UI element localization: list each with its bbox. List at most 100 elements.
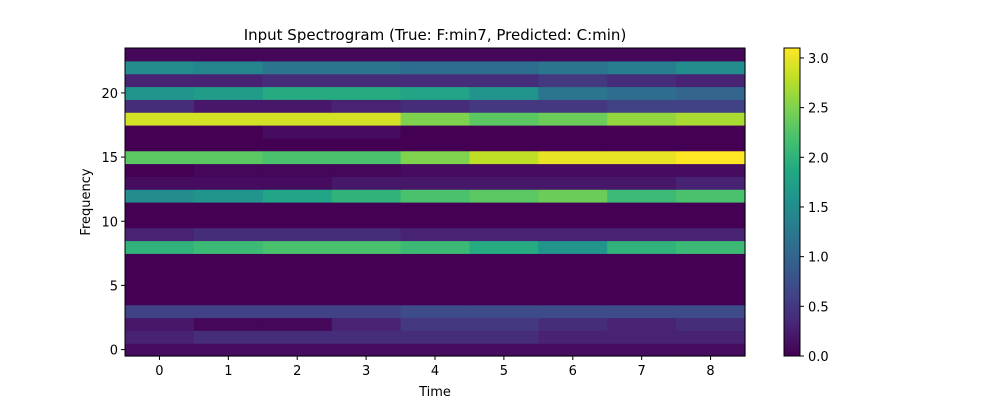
heatmap-cell [331,240,402,254]
heatmap-cell [400,73,471,88]
heatmap-cell [676,48,746,62]
heatmap-cell [400,343,471,357]
heatmap-cell [538,163,608,177]
heatmap-cell [469,304,539,319]
heatmap-cell [331,304,402,319]
heatmap-cell [125,214,195,229]
heatmap-cell [607,291,677,306]
heatmap-cell [538,227,608,242]
heatmap-cell [331,189,402,203]
heatmap-cell [125,176,195,190]
heatmap-cell [193,291,264,306]
x-tick-label: 2 [293,364,301,379]
heatmap-cell [400,176,471,190]
heatmap-cell [469,317,539,331]
heatmap-cell [125,291,195,306]
heatmap-cell [125,112,195,126]
heatmap-cell [262,176,333,190]
heatmap-cell [262,86,333,100]
heatmap-cell [400,214,471,229]
colorbar-tick-label: 1.0 [808,251,829,266]
heatmap-cell [676,240,746,254]
heatmap-cell [538,60,608,75]
heatmap-cell [400,317,471,331]
heatmap-cell [676,266,746,280]
heatmap-cell [469,291,539,306]
x-tick-label: 0 [155,364,163,379]
heatmap-cell [125,86,195,100]
heatmap-cell [469,189,539,203]
heatmap-cell [607,86,677,100]
heatmap-cell [607,48,677,62]
heatmap-cell [607,99,677,113]
heatmap-cell [262,48,333,62]
heatmap-cell [331,73,402,88]
heatmap-cell [331,317,402,331]
heatmap-cell [125,125,195,139]
heatmap-cell [193,330,264,344]
heatmap-cell [125,60,195,75]
heatmap-cell [676,202,746,216]
heatmap-cell [193,48,264,62]
colorbar-axis: 0.0 0.5 1.0 1.5 2.0 2.5 3.0 [800,52,829,365]
heatmap-cell [538,202,608,216]
heatmap-cell [400,48,471,62]
y-tick-label: 0 [110,344,118,359]
heatmap-cell [469,240,539,254]
heatmap-cell [331,125,402,139]
heatmap-cell [262,253,333,267]
heatmap-cell [125,99,195,113]
heatmap-cell [193,137,264,152]
heatmap-cell [538,150,608,165]
heatmap-cell [400,279,471,293]
heatmap-cell [331,330,402,344]
heatmap-cell [538,176,608,190]
heatmap-cell [400,291,471,306]
heatmap-cell [193,304,264,319]
x-axis: 0 1 2 3 4 5 6 7 8 [155,356,715,379]
heatmap-cell [125,253,195,267]
heatmap-cell [262,240,333,254]
heatmap-cell [676,214,746,229]
heatmap-cell [193,99,264,113]
heatmap-cell [331,253,402,267]
heatmap-cell [331,227,402,242]
colorbar-tick-label: 2.5 [808,102,829,117]
heatmap-cell [676,279,746,293]
heatmap-cell [400,150,471,165]
heatmap-cell [469,86,539,100]
heatmap-cell [607,163,677,177]
heatmap-cell [538,279,608,293]
heatmap-cell [607,279,677,293]
heatmap-cell [676,60,746,75]
heatmap-cell [676,253,746,267]
heatmap-cell [607,137,677,152]
heatmap-cell [125,317,195,331]
heatmap-cell [607,343,677,357]
heatmap-cell [538,189,608,203]
x-tick-label: 6 [569,364,577,379]
heatmap-cell [400,330,471,344]
heatmap-cell [193,73,264,88]
heatmap-cell [538,112,608,126]
heatmap-cell [400,86,471,100]
heatmap-cell [193,227,264,242]
heatmap-cell [400,125,471,139]
heatmap-cell [193,202,264,216]
x-tick-label: 4 [431,364,439,379]
x-tick-label: 1 [224,364,232,379]
heatmap-cell [262,330,333,344]
heatmap-cell [469,214,539,229]
heatmap-cell [676,125,746,139]
heatmap-cell [676,150,746,165]
heatmap-cell [538,343,608,357]
heatmap-cell [676,291,746,306]
heatmap-cell [607,240,677,254]
heatmap-cell [125,189,195,203]
heatmap-cell [607,112,677,126]
heatmap-cell [193,266,264,280]
heatmap-cell [400,240,471,254]
heatmap-cell [676,343,746,357]
heatmap-cell [538,73,608,88]
heatmap-cell [193,317,264,331]
